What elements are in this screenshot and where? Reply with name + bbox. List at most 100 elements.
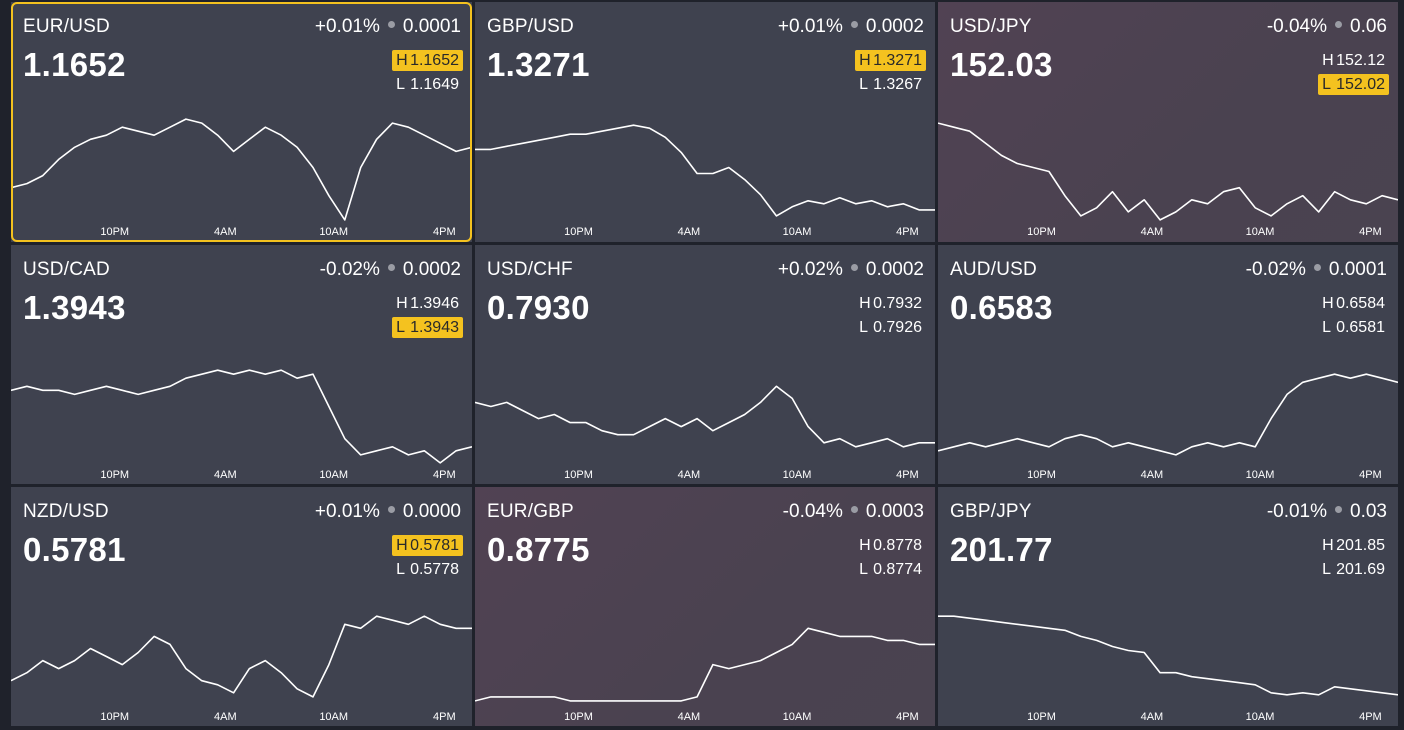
x-tick-label: 4PM <box>896 469 919 481</box>
x-tick-label: 10PM <box>1027 226 1056 238</box>
change-readout: +0.01% 0.0000 <box>315 501 461 523</box>
price-sparkline <box>938 615 1398 696</box>
last-price: 0.6583 <box>950 289 1053 326</box>
tile-gbp-jpy[interactable]: GBP/JPY -0.01% 0.03 201.77 H 201.85 L 201.69 10P… <box>938 487 1398 726</box>
high-value: 1.1652 <box>410 52 459 69</box>
last-price: 1.3271 <box>487 46 590 83</box>
low-value: 1.1649 <box>410 76 459 93</box>
symbol-label: USD/CHF <box>487 259 573 280</box>
x-tick-label: 4AM <box>1140 711 1164 723</box>
symbol-label: EUR/USD <box>23 16 110 37</box>
high-label: H <box>396 52 408 69</box>
last-price: 201.77 <box>950 531 1053 568</box>
low-value: 0.8774 <box>873 561 922 578</box>
low-label: L <box>396 561 405 578</box>
change-absolute: 0.0002 <box>402 259 461 280</box>
tile-usd-jpy[interactable]: USD/JPY -0.04% 0.06 152.03 H 152.12 L 152.02 10P… <box>938 2 1398 242</box>
symbol-label: USD/CAD <box>23 259 110 280</box>
x-tick-label: 10PM <box>100 711 130 723</box>
price-sparkline <box>11 615 472 698</box>
change-readout: -0.04% 0.06 <box>1267 16 1387 38</box>
low-label: L <box>1322 561 1331 578</box>
session-high: H 0.6584 <box>1318 293 1389 314</box>
tile-usd-chf[interactable]: USD/CHF +0.02% 0.0002 0.7930 H 0.7932 L 0.7926 1… <box>475 245 935 484</box>
separator-dot-icon <box>850 506 858 514</box>
last-price: 0.5781 <box>23 531 126 568</box>
price-sparkline <box>475 627 935 702</box>
change-percent: -0.02% <box>1245 259 1306 280</box>
low-label: L <box>859 319 868 336</box>
tile-gbp-usd[interactable]: GBP/USD +0.01% 0.0002 1.3271 H 1.3271 L 1.3267 1… <box>475 2 935 242</box>
change-percent: +0.01% <box>314 16 380 37</box>
x-tick-label: 10AM <box>782 469 812 481</box>
session-high: H 1.3946 <box>392 293 463 314</box>
change-absolute: 0.0002 <box>865 16 924 37</box>
x-tick-label: 10PM <box>564 469 593 481</box>
session-high: H 0.8778 <box>855 535 926 556</box>
symbol-label: GBP/USD <box>487 16 574 37</box>
session-low: L 0.7926 <box>855 317 926 338</box>
x-tick-label: 4AM <box>677 469 701 481</box>
session-high: H 0.5781 <box>392 535 463 556</box>
tile-usd-cad[interactable]: USD/CAD -0.02% 0.0002 1.3943 H 1.3946 L 1.3943 1… <box>11 245 472 484</box>
tile-eur-usd[interactable]: EUR/USD +0.01% 0.0001 1.1652 H 1.1652 L 1.1649 1… <box>11 2 472 242</box>
price-sparkline <box>938 373 1398 456</box>
x-tick-label: 4AM <box>214 711 237 723</box>
x-tick-label: 10PM <box>100 469 130 481</box>
x-tick-label: 10AM <box>1245 226 1275 238</box>
high-value: 1.3946 <box>410 295 459 312</box>
separator-dot-icon <box>387 506 395 514</box>
x-tick-label: 4PM <box>1359 711 1382 723</box>
x-tick-label: 10AM <box>319 711 349 723</box>
change-absolute: 0.0002 <box>865 259 924 280</box>
session-high: H 1.1652 <box>392 50 463 71</box>
x-tick-label: 4AM <box>214 226 237 238</box>
price-series-line <box>11 615 472 698</box>
tile-aud-usd[interactable]: AUD/USD -0.02% 0.0001 0.6583 H 0.6584 L 0.6581 1… <box>938 245 1398 484</box>
price-series-line <box>475 627 935 702</box>
low-label: L <box>396 319 405 336</box>
change-absolute: 0.0003 <box>865 501 924 522</box>
high-value: 0.7932 <box>873 295 922 312</box>
session-low: L 0.6581 <box>1318 317 1389 338</box>
change-absolute: 0.0000 <box>402 501 461 522</box>
x-tick-label: 10AM <box>1245 711 1275 723</box>
session-low: L 0.8774 <box>855 559 926 580</box>
tile-nzd-usd[interactable]: NZD/USD +0.01% 0.0000 0.5781 H 0.5781 L 0.5778 1… <box>11 487 472 726</box>
last-price: 1.3943 <box>23 289 126 326</box>
price-series-line <box>938 615 1398 696</box>
price-sparkline <box>475 385 935 448</box>
change-readout: -0.02% 0.0002 <box>320 259 461 281</box>
x-tick-label: 10AM <box>782 226 812 238</box>
session-low: L 152.02 <box>1318 74 1389 95</box>
change-percent: +0.02% <box>777 259 843 280</box>
x-tick-label: 4PM <box>433 469 456 481</box>
tile-eur-gbp[interactable]: EUR/GBP -0.04% 0.0003 0.8775 H 0.8778 L 0.8774 1… <box>475 487 935 726</box>
x-tick-label: 4AM <box>677 226 701 238</box>
low-value: 0.7926 <box>873 319 922 336</box>
price-sparkline <box>11 118 472 221</box>
high-value: 0.5781 <box>410 537 459 554</box>
x-tick-label: 10PM <box>1027 711 1056 723</box>
session-low: L 201.69 <box>1318 559 1389 580</box>
x-tick-label: 10PM <box>1027 469 1056 481</box>
session-high: H 201.85 <box>1318 535 1389 556</box>
session-low: L 1.3267 <box>855 74 926 95</box>
symbol-label: NZD/USD <box>23 501 109 522</box>
x-tick-label: 10AM <box>319 226 349 238</box>
last-price: 1.1652 <box>23 46 126 83</box>
high-value: 201.85 <box>1336 537 1385 554</box>
low-label: L <box>396 76 405 93</box>
price-series-line <box>475 124 935 217</box>
x-tick-label: 10PM <box>564 711 593 723</box>
low-label: L <box>1322 319 1331 336</box>
change-readout: +0.01% 0.0002 <box>778 16 924 38</box>
last-price: 152.03 <box>950 46 1053 83</box>
low-value: 0.5778 <box>410 561 459 578</box>
change-readout: -0.02% 0.0001 <box>1246 259 1387 281</box>
change-percent: -0.01% <box>1266 501 1328 522</box>
separator-dot-icon <box>1335 506 1343 514</box>
session-high: H 1.3271 <box>855 50 926 71</box>
price-series-line <box>11 369 472 464</box>
session-low: L 1.1649 <box>392 74 463 95</box>
